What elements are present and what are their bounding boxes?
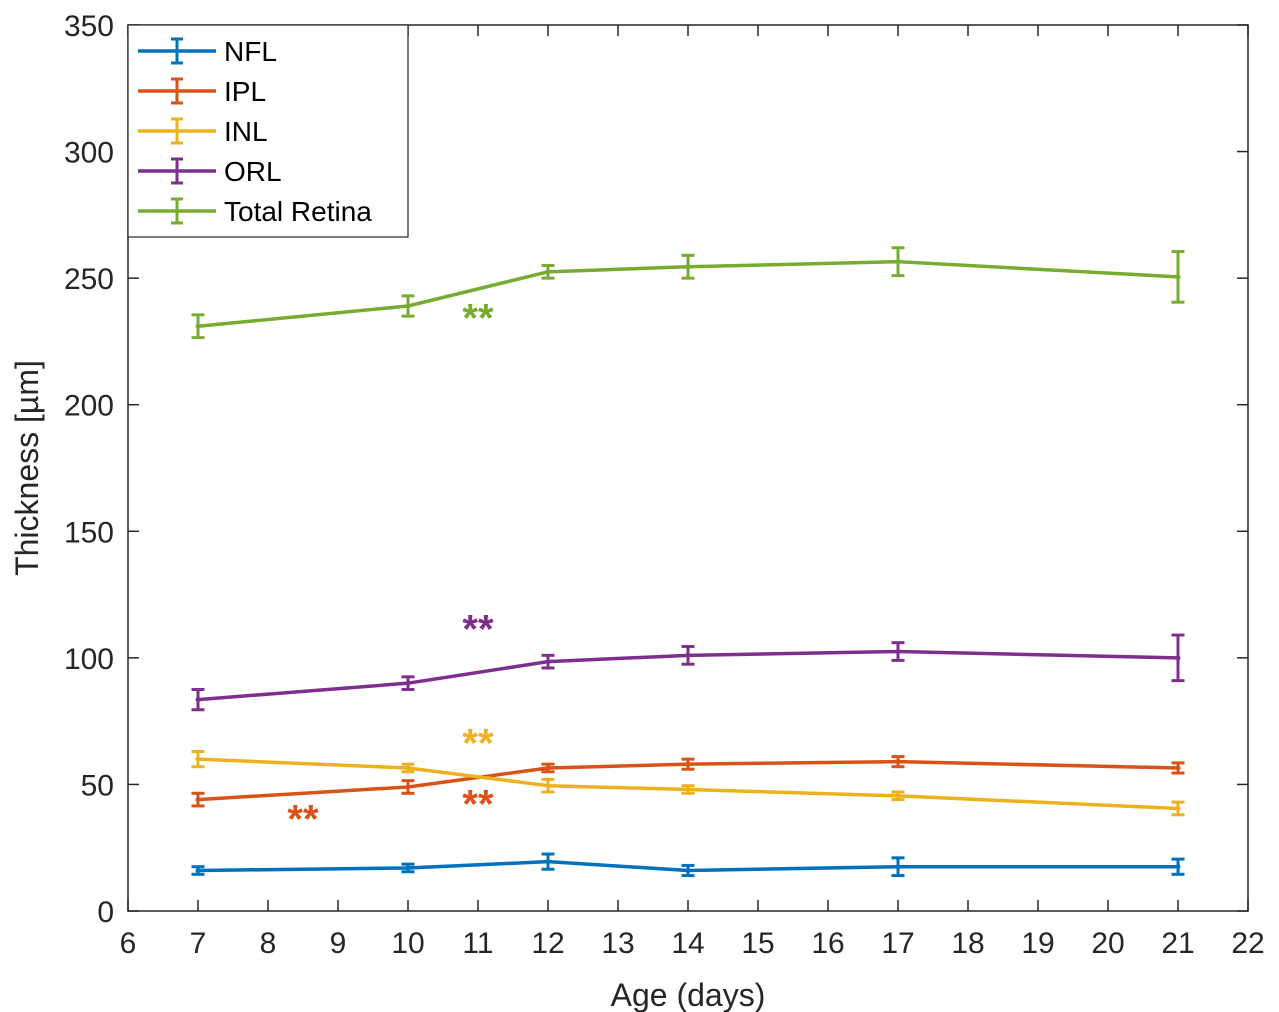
- data-point: [405, 865, 411, 871]
- data-point: [1175, 655, 1181, 661]
- data-point: [895, 259, 901, 265]
- legend-label: ORL: [224, 156, 282, 187]
- legend-label: NFL: [224, 36, 277, 67]
- y-tick-label: 250: [64, 263, 114, 296]
- legend-label: INL: [224, 116, 268, 147]
- series-layer: [191, 246, 1185, 878]
- significance-marker: **: [462, 296, 494, 340]
- data-point: [685, 786, 691, 792]
- y-tick-label: 300: [64, 137, 114, 170]
- series-inl: [191, 750, 1185, 817]
- tick-layer: 6 7 8 9 10 11 12 13 14 15 16 17 18 19 20 21 22 0 50 100 150 2…: [64, 10, 1265, 960]
- data-point: [195, 697, 201, 703]
- y-tick-label: 350: [64, 10, 114, 43]
- data-point: [685, 761, 691, 767]
- legend-item: ORL: [138, 156, 282, 187]
- data-point: [545, 269, 551, 275]
- data-point: [405, 303, 411, 309]
- y-tick-label: 0: [97, 896, 114, 929]
- data-point: [1175, 864, 1181, 870]
- x-tick-label: 17: [881, 927, 914, 960]
- data-point: [405, 765, 411, 771]
- y-tick-label: 200: [64, 390, 114, 423]
- series-nfl: [191, 852, 1185, 878]
- x-tick-label: 18: [951, 927, 984, 960]
- y-tick-label: 50: [81, 769, 114, 802]
- legend-label: Total Retina: [224, 196, 372, 227]
- legend-item: NFL: [138, 36, 277, 67]
- x-tick-label: 11: [462, 927, 493, 960]
- y-axis-label: Thickness [µm]: [9, 360, 45, 576]
- significance-marker: **: [462, 722, 494, 766]
- data-point: [895, 649, 901, 655]
- data-point: [685, 264, 691, 270]
- data-point: [195, 323, 201, 329]
- x-tick-label: 12: [531, 927, 564, 960]
- data-point: [685, 652, 691, 658]
- x-tick-label: 13: [601, 927, 634, 960]
- data-point: [545, 783, 551, 789]
- data-point: [545, 659, 551, 665]
- series-line: [197, 649, 1179, 702]
- data-point: [1175, 765, 1181, 771]
- series-orl: [191, 633, 1185, 712]
- series-ipl: [191, 755, 1185, 808]
- x-axis-label: Age (days): [611, 977, 766, 1012]
- data-point: [895, 759, 901, 765]
- series-total-retina: [191, 246, 1185, 340]
- legend-item: Total Retina: [138, 196, 372, 227]
- x-tick-label: 7: [190, 927, 207, 960]
- data-point: [195, 756, 201, 762]
- x-tick-label: 8: [260, 927, 277, 960]
- series-line: [197, 859, 1178, 873]
- y-tick-label: 100: [64, 643, 114, 676]
- series-line: [197, 759, 1179, 802]
- legend-item: INL: [138, 116, 268, 147]
- data-point: [195, 867, 201, 873]
- legend: NFL IPL INL ORL Total Retina: [127, 24, 409, 238]
- data-point: [405, 784, 411, 790]
- x-tick-label: 10: [391, 927, 424, 960]
- x-tick-label: 19: [1021, 927, 1054, 960]
- x-tick-label: 14: [671, 927, 704, 960]
- data-point: [685, 867, 691, 873]
- data-point: [1175, 805, 1181, 811]
- data-point: [545, 765, 551, 771]
- annotation-layer: ** ** ** ** **: [287, 296, 494, 841]
- data-point: [405, 680, 411, 686]
- data-point: [195, 797, 201, 803]
- data-point: [895, 864, 901, 870]
- data-point: [1175, 274, 1181, 280]
- legend-item: IPL: [138, 76, 266, 107]
- series-line: [197, 259, 1179, 328]
- series-line: [197, 757, 1179, 811]
- x-tick-label: 21: [1161, 927, 1194, 960]
- x-tick-label: 16: [811, 927, 844, 960]
- legend-label: IPL: [224, 76, 266, 107]
- significance-marker: **: [462, 608, 494, 652]
- significance-marker: **: [287, 798, 319, 842]
- data-point: [895, 793, 901, 799]
- significance-marker: **: [462, 782, 494, 826]
- x-tick-label: 20: [1091, 927, 1124, 960]
- data-point: [545, 859, 551, 865]
- x-tick-label: 9: [330, 927, 347, 960]
- x-tick-label: 15: [741, 927, 774, 960]
- x-tick-label: 6: [120, 927, 137, 960]
- x-tick-label: 22: [1231, 927, 1264, 960]
- y-tick-label: 150: [64, 516, 114, 549]
